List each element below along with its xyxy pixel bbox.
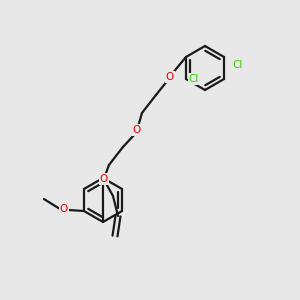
Text: O: O bbox=[60, 204, 68, 214]
Text: O: O bbox=[133, 125, 141, 135]
Text: Cl: Cl bbox=[233, 60, 243, 70]
Text: O: O bbox=[100, 174, 108, 184]
Text: O: O bbox=[166, 72, 174, 82]
Text: Cl: Cl bbox=[189, 74, 199, 84]
